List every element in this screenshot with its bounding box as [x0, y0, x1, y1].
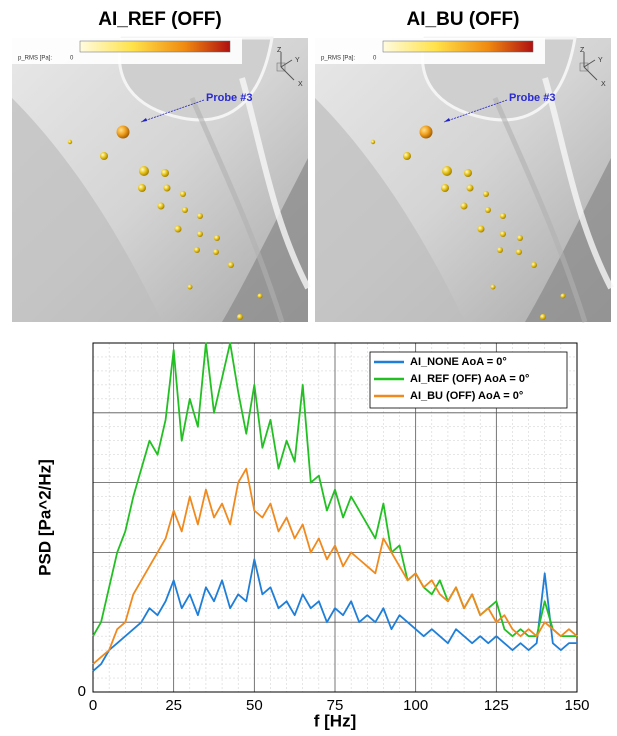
- probe-sphere: [516, 249, 522, 255]
- triad-label: X: [601, 81, 606, 88]
- probe-sphere: [419, 125, 433, 139]
- plot-frame: [92, 342, 578, 693]
- render-panel: p_RMS [Pa]: 0 Z Y X Probe #3: [12, 36, 311, 323]
- render-panel: p_RMS [Pa]: 0 Z Y X Probe #3: [315, 36, 614, 323]
- triad-label: Z: [580, 47, 585, 54]
- surface-ridge: [542, 77, 614, 290]
- triad-axis: [583, 66, 598, 81]
- y-tick-label: 0: [78, 683, 86, 700]
- triad-axis: [583, 59, 596, 68]
- probe-sphere: [237, 314, 243, 320]
- surface-shade: [12, 98, 162, 322]
- probe-sphere: [214, 235, 220, 241]
- probe-sphere: [441, 184, 449, 192]
- probe-sphere: [174, 225, 182, 233]
- x-tick-label: 100: [403, 697, 428, 714]
- probe-sphere: [517, 235, 523, 241]
- surface-ridge: [239, 77, 311, 290]
- probe-sphere: [161, 169, 169, 177]
- surface-shade: [525, 158, 611, 322]
- surface-shade: [315, 98, 465, 322]
- colorbar-label: p_RMS [Pa]:: [18, 56, 52, 62]
- series-line: [92, 467, 578, 665]
- x-tick-label: 75: [327, 697, 344, 714]
- probe-arrow: [140, 99, 205, 123]
- legend-label: AI_BU (OFF) AoA = 0°: [410, 390, 523, 402]
- triad-label: Y: [598, 57, 603, 64]
- panel-title: AI_BU (OFF): [407, 9, 520, 30]
- probe-sphere: [67, 139, 73, 145]
- probe-sphere: [194, 247, 200, 253]
- probe-sphere: [403, 152, 411, 160]
- probe-sphere: [490, 284, 496, 290]
- series-line: [92, 558, 577, 672]
- probe-sphere: [197, 213, 203, 219]
- probe-sphere: [257, 293, 263, 299]
- probe-sphere: [442, 166, 452, 176]
- series-line: [92, 342, 577, 638]
- colorbar-min: 0: [70, 56, 74, 62]
- probe-sphere: [477, 225, 485, 233]
- colorbar: [382, 40, 534, 53]
- panel-title: AI_REF (OFF): [98, 9, 222, 30]
- probe-arrowhead: [141, 118, 147, 122]
- probe-sphere: [228, 262, 234, 268]
- probe-sphere: [483, 191, 489, 197]
- probe-sphere: [464, 169, 472, 177]
- triad-axis: [280, 59, 293, 68]
- probe-sphere: [497, 247, 503, 253]
- probe-sphere: [100, 152, 108, 160]
- probe-sphere: [500, 213, 506, 219]
- probe-arrowhead: [444, 118, 450, 122]
- legend-label: AI_REF (OFF) AoA = 0°: [410, 373, 529, 385]
- surface-ridge: [492, 97, 588, 323]
- surface-ridge: [189, 97, 285, 323]
- legend-label: AI_NONE AoA = 0°: [410, 356, 507, 368]
- probe-label: Probe #3: [206, 92, 252, 104]
- probe-sphere: [163, 184, 171, 192]
- triad-label: Z: [277, 47, 282, 54]
- probe-sphere: [197, 231, 203, 237]
- probe-arrow: [443, 99, 508, 123]
- probe-sphere: [485, 207, 491, 213]
- colorbar: [79, 40, 231, 53]
- probe-sphere: [370, 139, 376, 145]
- colorbar-label: p_RMS [Pa]:: [321, 56, 355, 62]
- probe-sphere: [157, 202, 165, 210]
- probe-sphere: [466, 184, 474, 192]
- probe-sphere: [560, 293, 566, 299]
- probe-sphere: [540, 314, 546, 320]
- triad-axis: [280, 66, 295, 81]
- probe-sphere: [138, 184, 146, 192]
- x-tick-label: 50: [246, 697, 263, 714]
- probe-sphere: [460, 202, 468, 210]
- probe-sphere: [182, 207, 188, 213]
- colorbar-min: 0: [373, 56, 377, 62]
- x-tick-label: 125: [484, 697, 509, 714]
- y-axis-label: PSD [Pa^2/Hz]: [35, 459, 54, 576]
- probe-sphere: [139, 166, 149, 176]
- x-tick-label: 150: [564, 697, 589, 714]
- probe-sphere: [213, 249, 219, 255]
- triad-label: Y: [295, 57, 300, 64]
- triad-label: X: [298, 81, 303, 88]
- probe-sphere: [531, 262, 537, 268]
- x-tick-label: 0: [89, 697, 97, 714]
- x-tick-label: 25: [165, 697, 182, 714]
- probe-sphere: [500, 231, 506, 237]
- x-axis-label: f [Hz]: [314, 711, 356, 730]
- probe-sphere: [180, 191, 186, 197]
- probe-sphere: [187, 284, 193, 290]
- probe-label: Probe #3: [509, 92, 555, 104]
- probe-sphere: [116, 125, 130, 139]
- surface-shade: [222, 158, 308, 322]
